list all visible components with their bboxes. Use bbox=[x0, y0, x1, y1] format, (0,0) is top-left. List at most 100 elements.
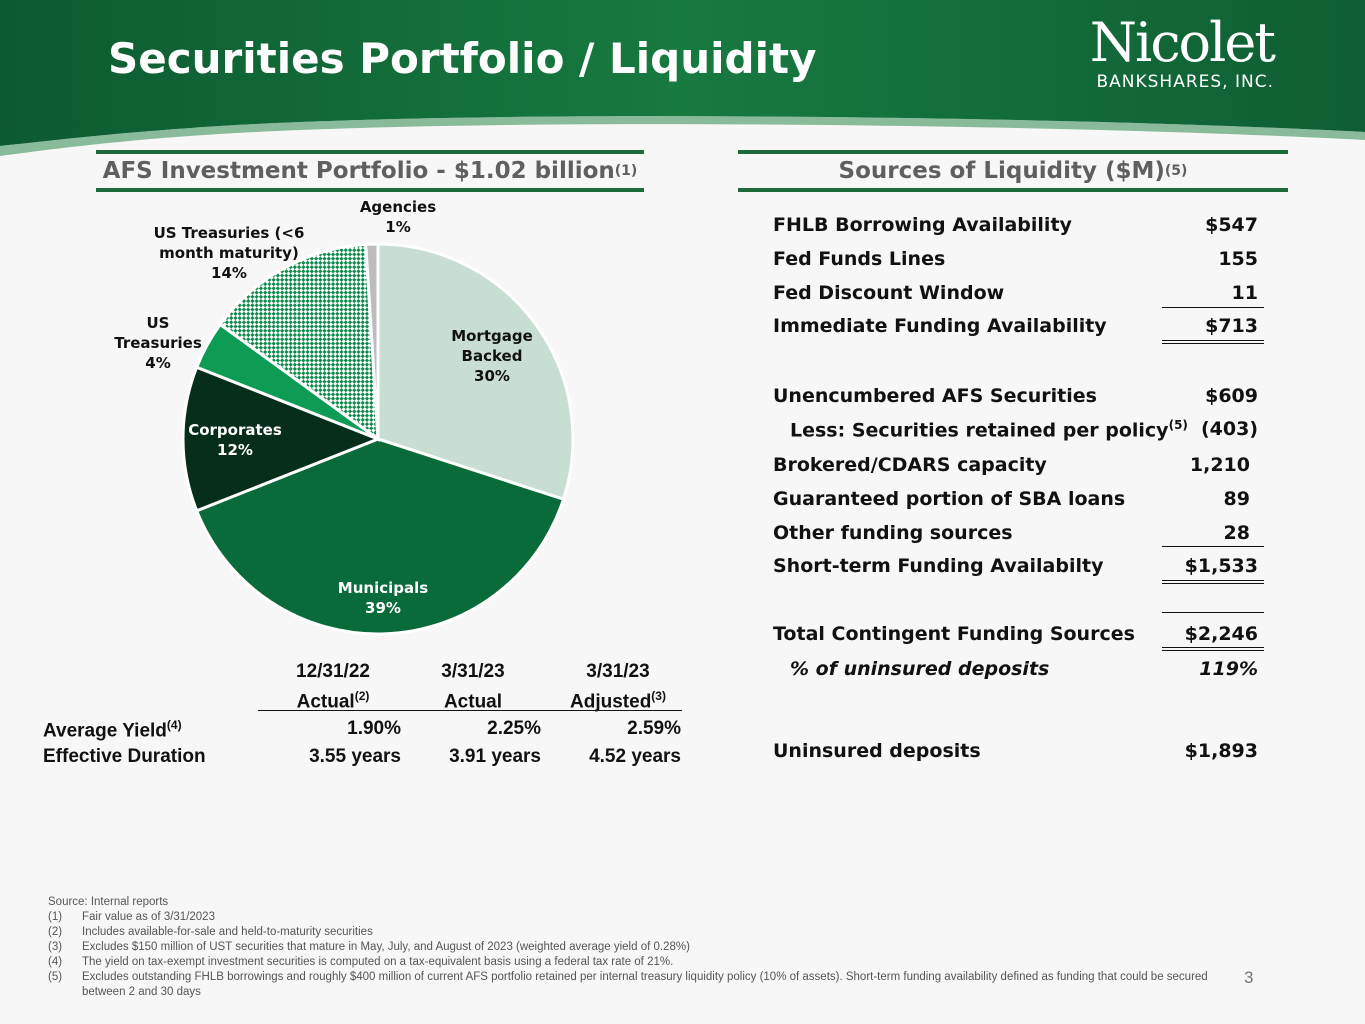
duration-row-label: Effective Duration bbox=[43, 746, 206, 767]
footnote: (5) Excludes outstanding FHLB borrowings … bbox=[48, 970, 1248, 1000]
liquidity-row-other: Other funding sources 28 bbox=[770, 522, 1270, 550]
yield-header-date: 3/31/23 bbox=[586, 661, 650, 682]
row-value: $713 bbox=[1205, 315, 1258, 337]
pie-label: US Treasuries 4% bbox=[114, 314, 202, 372]
page-number: 3 bbox=[1244, 968, 1254, 987]
row-label: Other funding sources bbox=[773, 522, 1013, 544]
footnote-text: Includes available-for-sale and held-to-… bbox=[82, 926, 373, 938]
row-label: Fed Discount Window bbox=[773, 282, 1005, 304]
portfolio-title-note: (1) bbox=[614, 163, 638, 179]
row-value: 89 bbox=[1223, 488, 1250, 510]
footnote: (2) Includes available-for-sale and held-… bbox=[48, 925, 1248, 940]
pie-slice-mortgage-backed bbox=[376, 242, 575, 502]
pie-label: Mortgage Backed 30% bbox=[451, 327, 533, 385]
footnote-number: (1) bbox=[48, 911, 63, 923]
row-value: $1,533 bbox=[1184, 555, 1258, 577]
yield-header-note: (2) bbox=[354, 689, 370, 703]
row-value: 11 bbox=[1231, 282, 1258, 304]
liquidity-row-fed-funds: Fed Funds Lines 155 bbox=[770, 248, 1270, 276]
total-double-rule bbox=[1162, 580, 1264, 584]
subtotal-rule bbox=[1162, 307, 1264, 308]
row-label: Short-term Funding Availabilty bbox=[773, 555, 1104, 577]
yield-header-rule bbox=[258, 710, 682, 711]
row-value: 28 bbox=[1223, 522, 1250, 544]
row-label: % of uninsured deposits bbox=[790, 658, 1050, 680]
row-value: $1,893 bbox=[1184, 740, 1258, 762]
duration-cell: 3.55 years bbox=[309, 746, 401, 767]
liquidity-row-brokered: Brokered/CDARS capacity 1,210 bbox=[770, 454, 1270, 482]
liquidity-row-fhlb: FHLB Borrowing Availability $547 bbox=[770, 214, 1270, 242]
yield-header-col2: 3/31/23 Actual bbox=[408, 660, 538, 714]
page-title: Securities Portfolio / Liquidity bbox=[108, 34, 817, 83]
yield-header-kind: Adjusted bbox=[570, 691, 652, 713]
row-value: $547 bbox=[1205, 214, 1258, 236]
footnote-number: (3) bbox=[48, 941, 63, 953]
row-note: (5) bbox=[1168, 418, 1188, 432]
row-value: 155 bbox=[1218, 248, 1258, 270]
footnote: (3) Excludes $150 million of UST securiti… bbox=[48, 940, 1248, 955]
footnote: (4) The yield on tax-exempt investment se… bbox=[48, 955, 1248, 970]
liquidity-row-total-contingent: Total Contingent Funding Sources $2,246 bbox=[770, 623, 1270, 651]
portfolio-pie-chart: Mortgage Backed 30% Municipals 39% Corporates… bbox=[114, 198, 575, 636]
liquidity-row-uninsured-deposits: Uninsured deposits $1,893 bbox=[770, 740, 1270, 768]
liquidity-row-uninsured-pct: % of uninsured deposits 119% bbox=[770, 658, 1270, 686]
row-label: Brokered/CDARS capacity bbox=[773, 454, 1047, 476]
footnote: (1) Fair value as of 3/31/2023 bbox=[48, 910, 1248, 925]
average-yield-note: (4) bbox=[166, 718, 182, 732]
portfolio-section-title: AFS Investment Portfolio - $1.02 billion… bbox=[96, 150, 644, 192]
footnote-number: (5) bbox=[48, 971, 63, 983]
row-value: 119% bbox=[1199, 658, 1258, 680]
yield-header-kind: Actual bbox=[443, 691, 503, 713]
footnote-text: Excludes $150 million of UST securities … bbox=[82, 941, 690, 953]
footnotes: Source: Internal reports (1) Fair value a… bbox=[48, 895, 1248, 1000]
pie-label: Corporates 12% bbox=[188, 421, 282, 459]
liquidity-row-unencumbered: Unencumbered AFS Securities $609 bbox=[770, 385, 1270, 413]
pie-label: US Treasuries (<6 month maturity) 14% bbox=[154, 224, 305, 282]
liquidity-row-less-retained: Less: Securities retained per policy(5) (… bbox=[770, 418, 1270, 446]
row-label: Uninsured deposits bbox=[773, 740, 981, 762]
yield-header-col3: 3/31/23 Adjusted(3) bbox=[548, 660, 688, 714]
header-banner bbox=[0, 0, 1365, 156]
row-label: Unencumbered AFS Securities bbox=[773, 385, 1097, 407]
yield-header-note: (3) bbox=[651, 689, 666, 703]
row-label: Immediate Funding Availability bbox=[773, 315, 1107, 337]
row-value: $2,246 bbox=[1184, 623, 1258, 645]
yield-header-date: 12/31/22 bbox=[296, 661, 370, 682]
row-label: Guaranteed portion of SBA loans bbox=[773, 488, 1126, 510]
row-value: $609 bbox=[1205, 385, 1258, 407]
pie-label: Municipals 39% bbox=[338, 579, 428, 617]
subtotal-rule bbox=[1162, 612, 1264, 613]
logo-subtitle: BANKSHARES, INC. bbox=[1096, 72, 1274, 92]
logo-name: Nicolet bbox=[1089, 11, 1276, 74]
footnote-number: (4) bbox=[48, 956, 63, 968]
liquidity-row-short-term: Short-term Funding Availabilty $1,533 bbox=[770, 555, 1270, 583]
portfolio-title-text: AFS Investment Portfolio - $1.02 billion bbox=[102, 158, 615, 184]
row-value: (403) bbox=[1200, 418, 1258, 440]
yield-row-label: Average Yield(4) bbox=[43, 718, 182, 742]
row-label: Fed Funds Lines bbox=[773, 248, 946, 270]
yield-cell: 1.90% bbox=[347, 718, 401, 739]
row-label: FHLB Borrowing Availability bbox=[773, 214, 1072, 236]
average-yield-label: Average Yield bbox=[43, 720, 167, 742]
pie-slice-corporates bbox=[181, 365, 383, 513]
subtotal-rule bbox=[1162, 546, 1264, 547]
yield-cell: 2.59% bbox=[627, 718, 681, 739]
row-value: 1,210 bbox=[1189, 454, 1250, 476]
duration-cell: 3.91 years bbox=[449, 746, 541, 767]
total-double-rule bbox=[1162, 647, 1264, 651]
liquidity-row-immediate: Immediate Funding Availability $713 bbox=[770, 315, 1270, 343]
liquidity-row-discount-window: Fed Discount Window 11 bbox=[770, 282, 1270, 310]
total-double-rule bbox=[1162, 340, 1264, 344]
footnote-text: Excludes outstanding FHLB borrowings and… bbox=[82, 971, 1208, 998]
yield-header-kind: Actual bbox=[296, 691, 355, 713]
liquidity-row-sba: Guaranteed portion of SBA loans 89 bbox=[770, 488, 1270, 516]
liquidity-section-title: Sources of Liquidity ($M) (5) bbox=[738, 150, 1288, 192]
footnote-text: The yield on tax-exempt investment secur… bbox=[82, 956, 674, 968]
yield-header-col1: 12/31/22 Actual(2) bbox=[258, 660, 408, 714]
pie-slice-us-treasuries-6-month-maturity bbox=[218, 242, 380, 443]
footnote-source: Source: Internal reports bbox=[48, 896, 169, 908]
liquidity-title-note: (5) bbox=[1164, 163, 1188, 179]
row-label: Total Contingent Funding Sources bbox=[773, 623, 1135, 645]
pie-slice-agencies bbox=[364, 242, 380, 440]
yield-cell: 2.25% bbox=[487, 718, 541, 739]
